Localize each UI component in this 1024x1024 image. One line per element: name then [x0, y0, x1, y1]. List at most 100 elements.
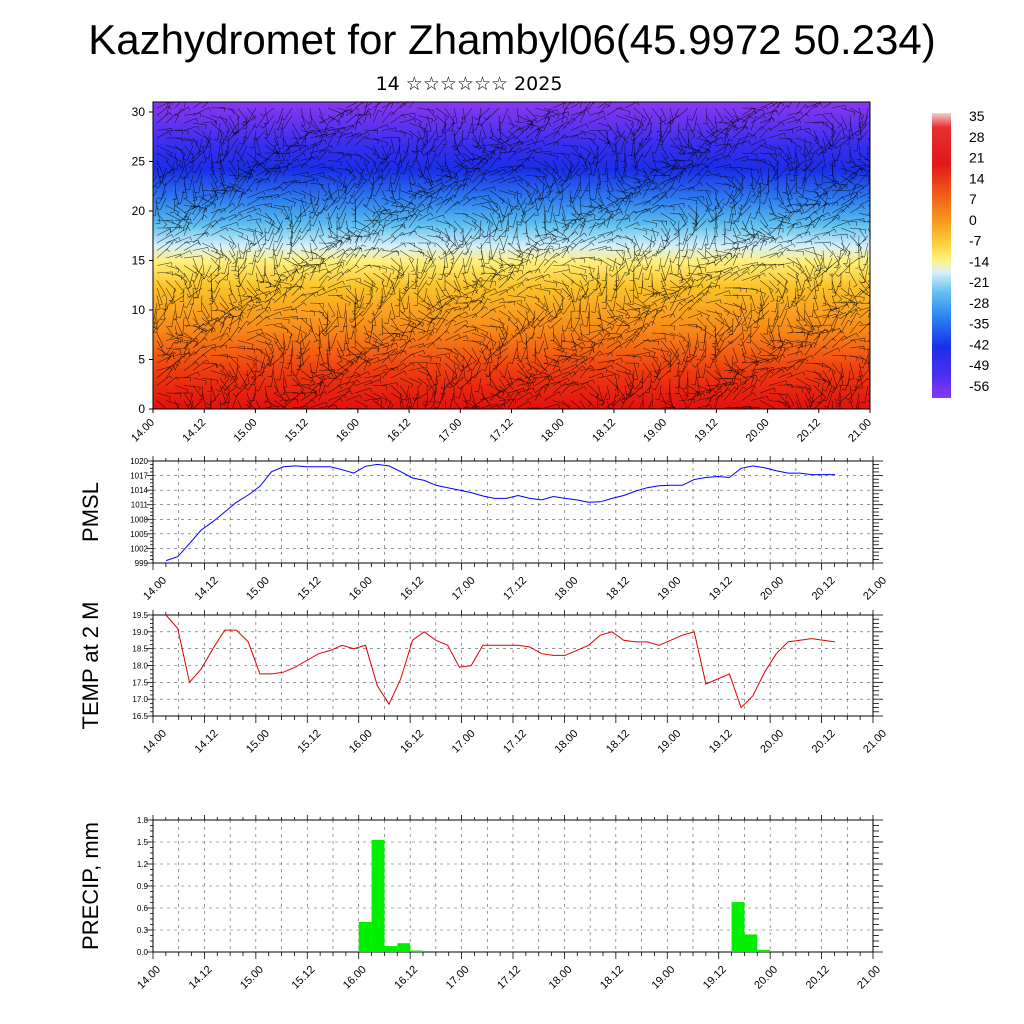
wind-barb — [696, 139, 710, 154]
wind-barb — [390, 232, 406, 244]
wind-barb — [300, 291, 319, 297]
wind-barb — [390, 197, 404, 209]
wind-barb — [485, 227, 491, 243]
wind-barb — [210, 317, 225, 328]
wind-barb — [408, 190, 425, 199]
wind-barb — [588, 102, 595, 109]
wind-barb — [237, 400, 242, 409]
wind-barb — [183, 342, 192, 356]
wind-barb — [750, 235, 768, 246]
wind-barb — [543, 152, 559, 161]
wind-barb — [426, 317, 445, 323]
wind-barb — [669, 152, 681, 169]
wind-barb — [264, 298, 276, 311]
wind-barb — [849, 160, 864, 173]
wind-barb — [557, 182, 572, 194]
wind-barb — [579, 400, 586, 409]
wind-barb — [849, 205, 865, 214]
wind-barb — [313, 205, 329, 217]
wind-barb — [327, 370, 344, 379]
wind-barb — [485, 362, 500, 377]
wind-barb — [732, 140, 751, 146]
wind-barb — [444, 167, 458, 179]
y-tick-label: 20 — [132, 204, 146, 218]
wind-barb — [234, 257, 248, 273]
wind-barb — [251, 370, 266, 381]
wind-barb — [516, 387, 535, 394]
x-tick-label: 21.00 — [861, 728, 889, 756]
wind-barb — [615, 235, 633, 244]
wind-barb — [228, 315, 237, 334]
wind-barb — [345, 220, 351, 239]
wind-barb — [669, 171, 684, 184]
x-tick-label: 18.12 — [604, 575, 632, 603]
wind-barb — [795, 377, 811, 391]
wind-barb — [246, 362, 256, 379]
wind-barb — [352, 302, 365, 316]
wind-barb — [769, 310, 779, 327]
wind-barb — [489, 273, 499, 289]
wind-barb — [595, 265, 600, 280]
wind-barb — [651, 377, 662, 391]
wind-barb — [333, 220, 338, 239]
wind-barb — [598, 392, 608, 406]
wind-barb — [183, 222, 193, 236]
wind-barb — [840, 302, 857, 307]
wind-barb — [239, 242, 248, 260]
wind-barb — [363, 358, 373, 371]
wind-barb — [442, 130, 447, 145]
wind-barb — [552, 111, 570, 116]
wind-barb — [411, 272, 419, 290]
wind-barb — [591, 182, 599, 200]
wind-barb — [264, 150, 280, 161]
wind-barb — [723, 265, 740, 274]
wind-barb — [327, 377, 342, 384]
wind-barb — [606, 316, 623, 326]
wind-barb — [210, 190, 228, 195]
wind-barb — [854, 235, 860, 253]
wind-barb — [390, 349, 405, 364]
wind-barb — [786, 385, 804, 393]
wind-barb — [408, 225, 422, 236]
wind-barb — [678, 152, 697, 159]
wind-barb — [327, 239, 344, 251]
wind-barb — [858, 182, 870, 191]
wind-barb — [813, 137, 824, 154]
wind-barb — [516, 302, 530, 314]
wind-barb — [750, 379, 761, 394]
wind-barb — [300, 385, 317, 395]
wind-barb — [372, 102, 383, 116]
wind-barb — [672, 362, 680, 377]
wind-barb — [570, 131, 586, 139]
wind-barb — [265, 122, 275, 136]
wind-barb — [696, 170, 712, 184]
wind-barb — [282, 137, 291, 155]
wind-barb — [223, 385, 239, 396]
wind-barb — [381, 280, 386, 298]
wind-barb — [261, 227, 266, 245]
wind-barb — [255, 340, 274, 350]
wind-barb — [732, 368, 742, 386]
wind-barb — [732, 370, 748, 383]
wind-barb — [579, 102, 595, 116]
wind-barb — [237, 287, 243, 305]
wind-barb — [714, 164, 732, 169]
wind-barb — [712, 340, 725, 357]
wind-barb — [777, 287, 785, 304]
wind-barb — [452, 362, 458, 380]
wind-barb — [839, 362, 844, 378]
y-tick-label: 1008 — [130, 515, 148, 524]
wind-barb — [741, 264, 756, 274]
wind-barb — [309, 139, 327, 146]
wind-barb — [183, 205, 196, 221]
temp-grid — [152, 614, 874, 717]
wind-barb — [156, 197, 167, 211]
wind-barb — [183, 240, 200, 245]
wind-barb — [561, 340, 576, 348]
wind-barb — [507, 266, 519, 281]
wind-barb — [255, 400, 261, 409]
wind-barb — [282, 163, 293, 176]
wind-barb — [714, 394, 723, 409]
wind-barb — [310, 227, 320, 242]
wind-barb — [537, 317, 554, 328]
